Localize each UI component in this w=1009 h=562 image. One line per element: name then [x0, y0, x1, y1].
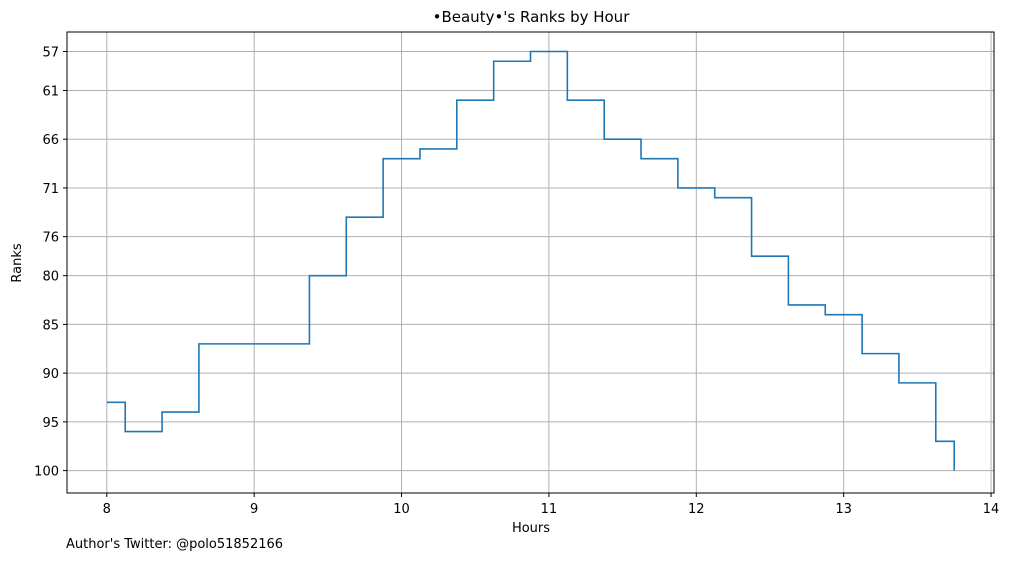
plot-frame	[66, 31, 995, 494]
y-tick-label: 100	[34, 465, 59, 480]
y-tick-label: 57	[42, 45, 59, 60]
y-tick-label: 80	[42, 270, 59, 285]
x-tick-label: 12	[688, 502, 705, 517]
chart-title: •Beauty•'s Ranks by Hour	[433, 8, 631, 26]
y-tick-label: 85	[42, 318, 59, 333]
x-tick-label: 11	[541, 502, 558, 517]
y-tick-label: 61	[42, 84, 59, 99]
y-tick-label: 95	[42, 416, 59, 431]
y-tick-label: 90	[42, 367, 59, 382]
x-tick-label: 14	[983, 502, 1000, 517]
x-tick-label: 13	[835, 502, 852, 517]
x-tick-label: 8	[103, 502, 111, 517]
x-tick-label: 10	[393, 502, 410, 517]
author-credit: Author's Twitter: @polo51852166	[66, 537, 284, 552]
y-tick-label: 71	[42, 182, 59, 197]
x-axis-label: Hours	[512, 521, 550, 536]
y-axis: 57 61 66 71 76 80 85 90 95 100	[34, 45, 67, 480]
y-axis-label: Ranks	[10, 243, 25, 282]
x-axis: 8 9 10 11 12 13 14	[103, 493, 1000, 517]
y-tick-label: 66	[42, 133, 59, 148]
x-tick-label: 9	[250, 502, 258, 517]
rank-series-line	[106, 50, 956, 471]
y-tick-label: 76	[42, 231, 59, 246]
grid-lines	[67, 32, 994, 493]
